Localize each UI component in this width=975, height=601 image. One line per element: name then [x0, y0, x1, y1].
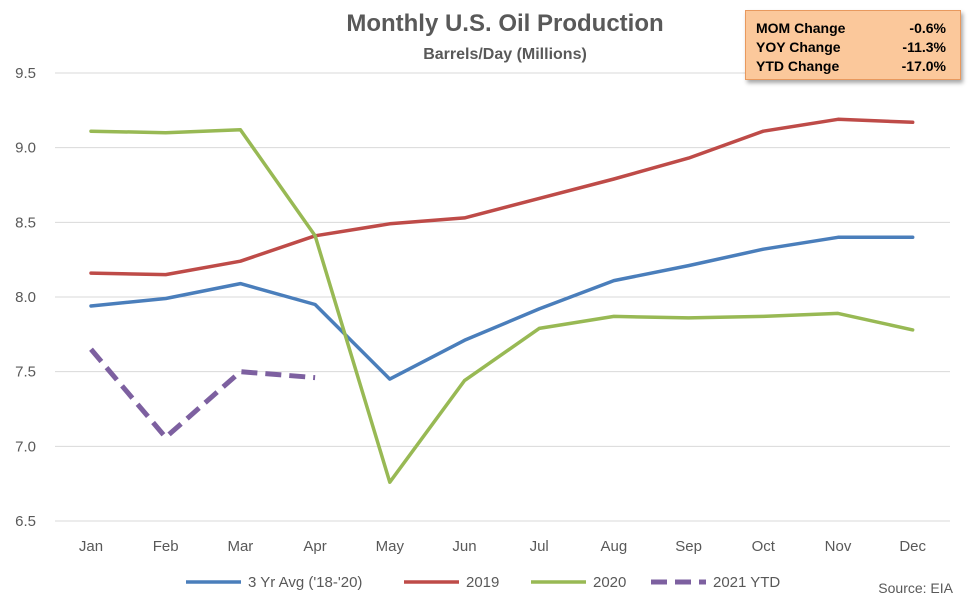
stat-label: YTD Change: [756, 58, 840, 74]
y-tick-label: 8.0: [15, 289, 36, 306]
y-tick-label: 7.5: [15, 364, 36, 381]
legend-label: 2020: [593, 574, 626, 591]
y-axis-ticks: 6.5 7.0 7.5 8.0 8.5 9.0 9.5: [15, 65, 36, 530]
chart-title: Monthly U.S. Oil Production: [346, 10, 663, 37]
stat-row-ytd: YTD Change -17.0%: [756, 56, 946, 76]
series-line-1: [89, 117, 915, 277]
x-tick-label: Oct: [752, 538, 776, 555]
legend-label: 2021 YTD: [713, 574, 780, 591]
x-tick-label: Sep: [675, 538, 702, 555]
y-tick-label: 6.5: [15, 513, 36, 530]
stat-row-mom: MOM Change -0.6%: [756, 18, 946, 38]
y-tick-label: 8.5: [15, 214, 36, 231]
gridlines: [55, 72, 950, 522]
series-line-0: [89, 235, 915, 381]
source-note: Source: EIA: [878, 580, 953, 596]
x-tick-label: Nov: [825, 538, 852, 555]
y-tick-label: 9.0: [15, 140, 36, 157]
stat-label: YOY Change: [756, 39, 841, 55]
stat-value: -17.0%: [901, 58, 946, 74]
x-tick-label: Mar: [227, 538, 253, 555]
x-tick-label: Dec: [899, 538, 926, 555]
x-tick-label: Jul: [530, 538, 549, 555]
x-tick-label: May: [376, 538, 405, 555]
series-line-2: [89, 127, 915, 484]
chart-subtitle: Barrels/Day (Millions): [423, 46, 587, 63]
series-lines: [89, 117, 915, 484]
x-axis-ticks: Jan Feb Mar Apr May Jun Jul Aug Sep Oct Nov Dec: [79, 538, 927, 555]
series-line-3: [89, 347, 316, 440]
legend-label: 2019: [466, 574, 499, 591]
legend: 3 Yr Avg ('18-'20) 2019 2020 2021 YTD: [186, 574, 780, 591]
x-tick-label: Apr: [303, 538, 326, 555]
x-tick-label: Aug: [601, 538, 628, 555]
stat-value: -0.6%: [909, 20, 946, 36]
stats-box: MOM Change -0.6% YOY Change -11.3% YTD C…: [745, 10, 961, 80]
y-tick-label: 7.0: [15, 438, 36, 455]
x-tick-label: Jun: [452, 538, 476, 555]
x-tick-label: Jan: [79, 538, 103, 555]
stat-row-yoy: YOY Change -11.3%: [756, 37, 946, 57]
stat-value: -11.3%: [902, 39, 946, 55]
x-tick-label: Feb: [153, 538, 179, 555]
stat-label: MOM Change: [756, 20, 846, 36]
y-tick-label: 9.5: [15, 65, 36, 82]
legend-label: 3 Yr Avg ('18-'20): [248, 574, 362, 591]
